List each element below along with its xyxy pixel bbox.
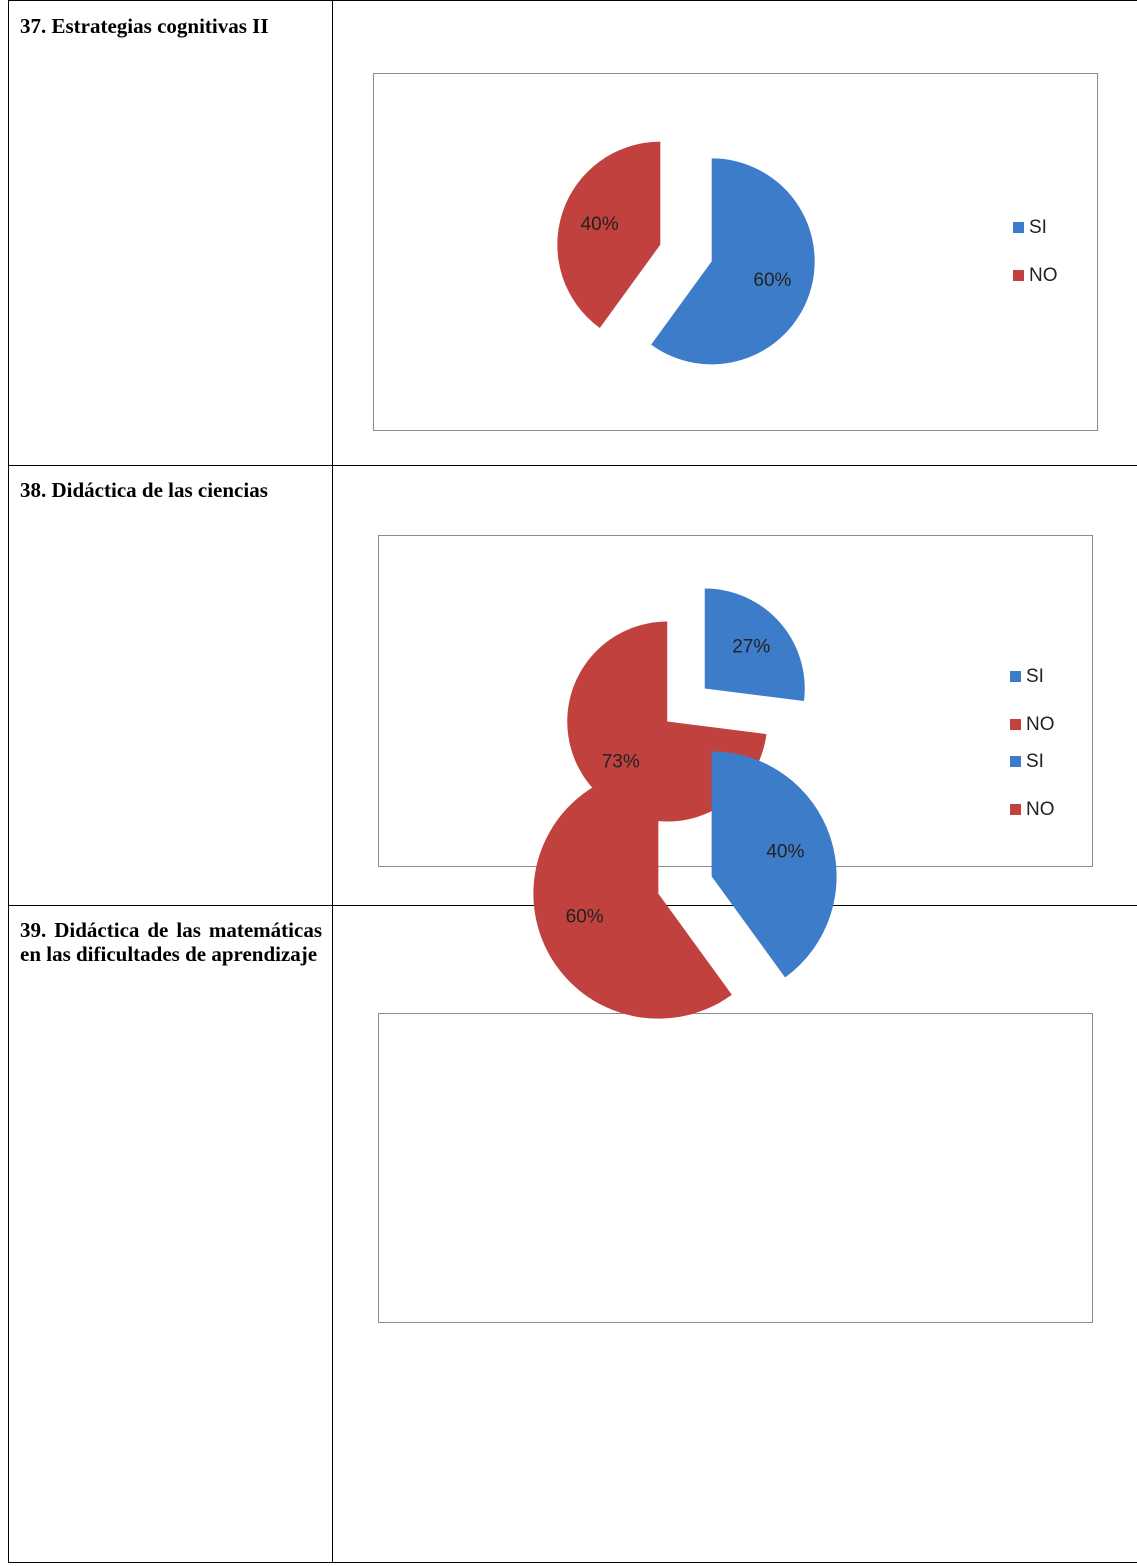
table-border <box>8 0 1137 1563</box>
legend-label: NO <box>1029 265 1058 286</box>
row-label: 38. Didáctica de las ciencias <box>20 478 268 502</box>
row-label: 39. Didáctica de las matemáticas en las … <box>20 918 322 966</box>
row-label: 37. Estrategias cognitivas II <box>20 14 269 38</box>
legend-label: SI <box>1029 217 1047 238</box>
legend-label: SI <box>1026 751 1044 772</box>
pie-slice <box>557 141 661 328</box>
slice-label: 60% <box>566 907 604 928</box>
pie-slice <box>704 588 805 702</box>
slice-label: 60% <box>753 270 791 291</box>
slice-label: 40% <box>766 841 804 862</box>
legend-swatch <box>1010 719 1021 730</box>
legend-label: SI <box>1026 666 1044 687</box>
legend-swatch <box>1013 222 1024 233</box>
legend-swatch <box>1013 270 1024 281</box>
pie-slice <box>533 768 732 1019</box>
legend-swatch <box>1010 756 1021 767</box>
legend-swatch <box>1010 804 1021 815</box>
pie-slice <box>651 158 815 365</box>
slice-label: 73% <box>602 752 640 773</box>
pie-slice <box>711 751 837 978</box>
slice-label: 27% <box>732 636 770 657</box>
slice-label: 40% <box>581 214 619 235</box>
chart-frame <box>378 1013 1093 1323</box>
legend-label: NO <box>1026 799 1055 820</box>
legend-label: NO <box>1026 714 1055 735</box>
legend-swatch <box>1010 671 1021 682</box>
